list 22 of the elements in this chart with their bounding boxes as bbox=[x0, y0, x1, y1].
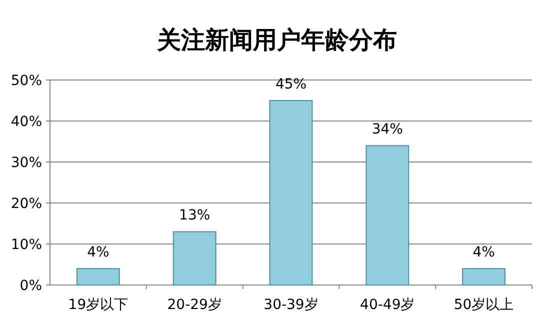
bar bbox=[462, 268, 506, 286]
data-label: 45% bbox=[275, 76, 307, 92]
x-tick-label: 40-49岁 bbox=[360, 297, 415, 313]
x-tick-label: 50岁以上 bbox=[454, 297, 514, 313]
bar bbox=[366, 145, 410, 286]
bar bbox=[269, 100, 313, 286]
y-tick-label: 30% bbox=[10, 155, 42, 171]
data-label: 4% bbox=[87, 244, 110, 261]
data-label: 4% bbox=[472, 244, 495, 261]
data-label: 13% bbox=[179, 208, 210, 224]
x-tick-label: 20-29岁 bbox=[167, 297, 222, 313]
data-label: 34% bbox=[372, 122, 403, 138]
y-tick-label: 40% bbox=[10, 114, 42, 130]
x-tick-label: 30-39岁 bbox=[264, 297, 318, 313]
chart-title: 关注新闻用户年龄分布 bbox=[156, 26, 397, 54]
y-tick-label: 50% bbox=[10, 73, 42, 89]
y-tick-label: 0% bbox=[20, 278, 42, 294]
x-tick-label: 19岁以下 bbox=[68, 297, 128, 313]
y-tick-label: 20% bbox=[10, 196, 42, 212]
bar bbox=[76, 268, 120, 286]
bar bbox=[172, 231, 216, 286]
y-tick-label: 10% bbox=[10, 237, 42, 253]
